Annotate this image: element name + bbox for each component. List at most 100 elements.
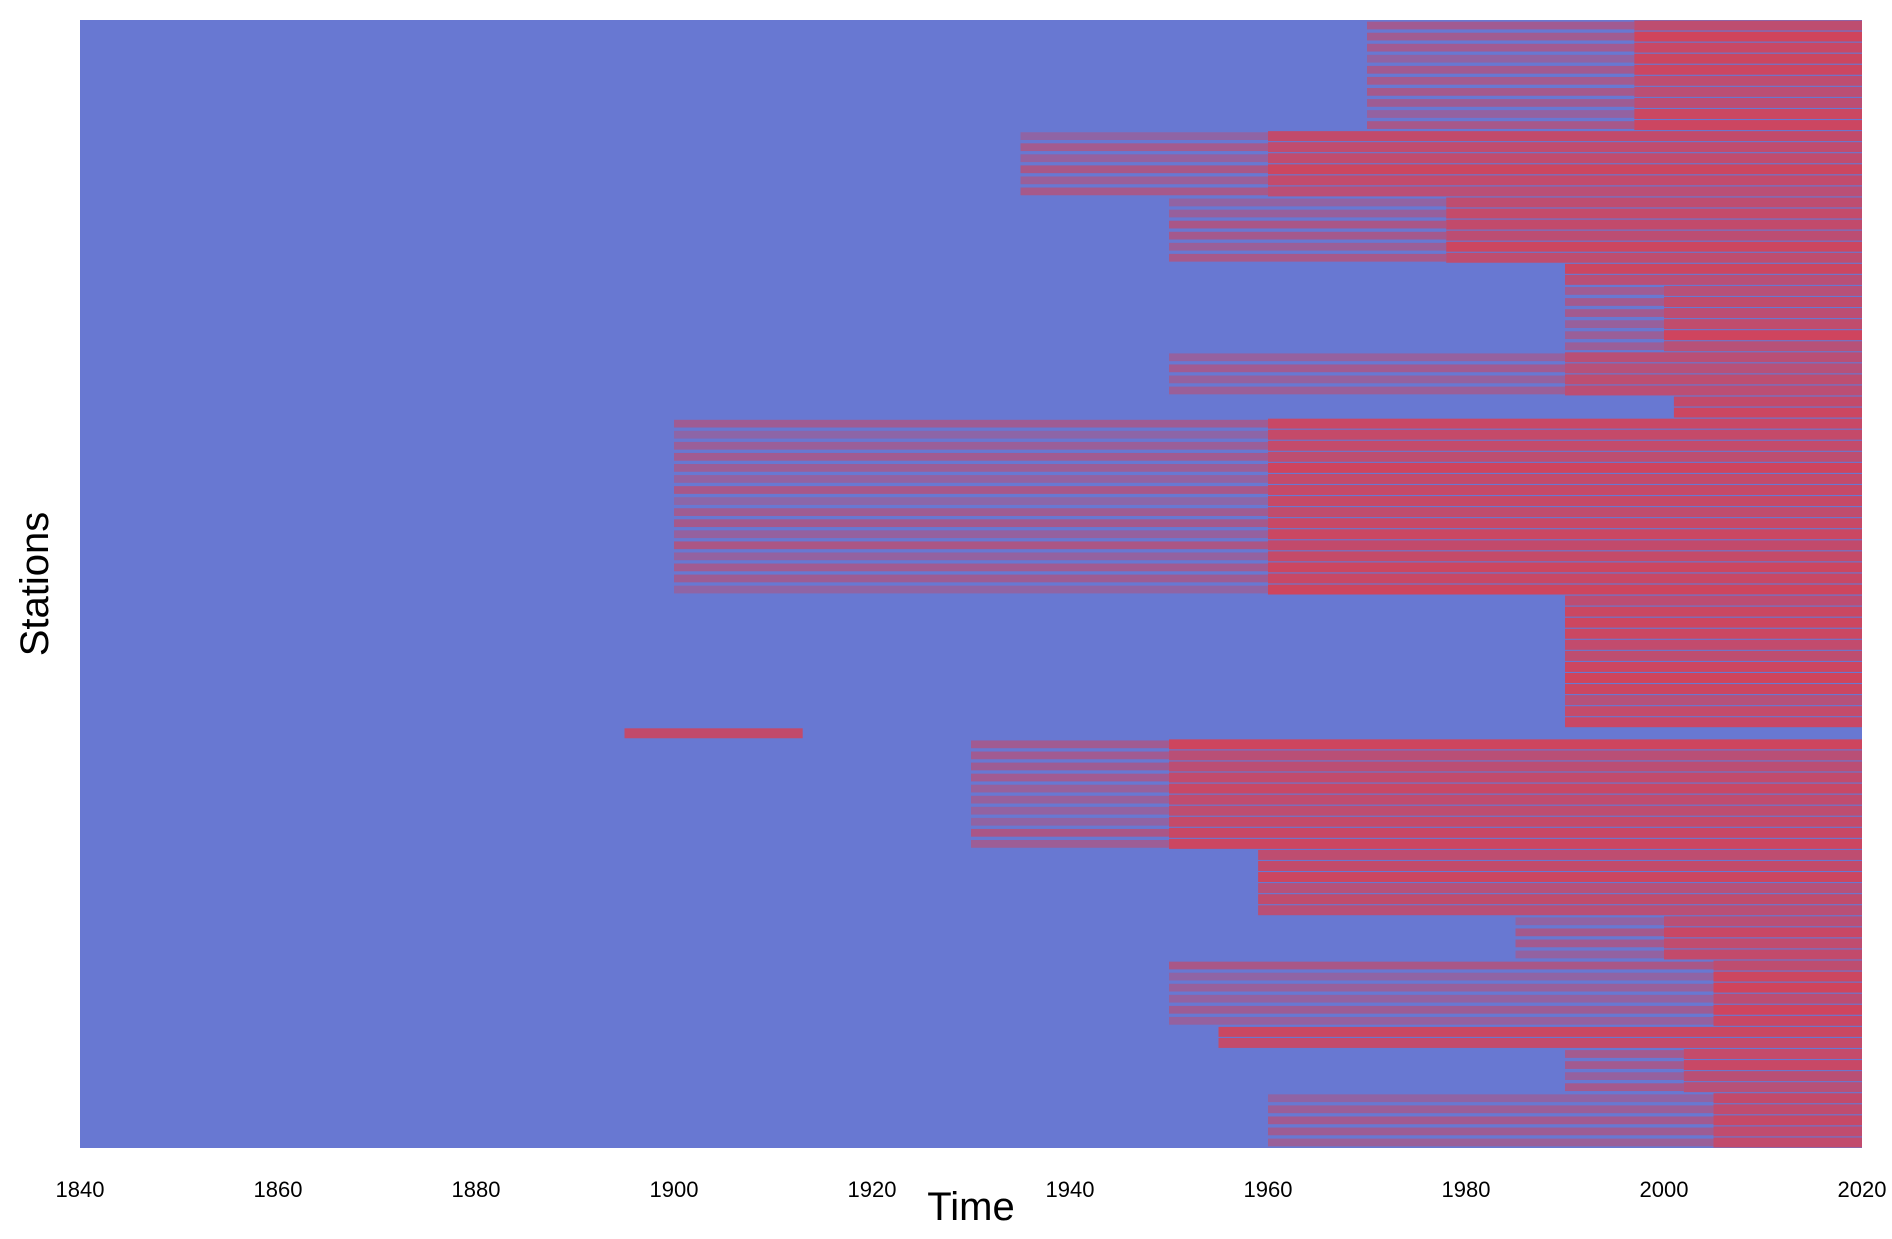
heatmap-cell (1169, 386, 1565, 395)
heatmap-cell (1169, 1005, 1714, 1014)
heatmap-cell (1713, 982, 1862, 993)
heatmap-cell (1268, 551, 1862, 562)
heatmap-cell (1515, 928, 1664, 937)
heatmap-cell (1565, 595, 1862, 606)
heatmap-cell (1169, 794, 1862, 805)
heatmap-cell (1367, 76, 1635, 85)
heatmap-cell (1565, 287, 1664, 295)
heatmap-cell (674, 563, 1268, 572)
heatmap-cell (1268, 485, 1862, 495)
heatmap-cell (1169, 827, 1862, 838)
heatmap-cell (1634, 75, 1862, 86)
heatmap-cell (1268, 1105, 1714, 1114)
x-tick-label: 1900 (650, 1177, 699, 1202)
heatmap-cell (1565, 650, 1862, 661)
heatmap-cell (1565, 374, 1862, 385)
heatmap-cell (1565, 695, 1862, 706)
heatmap-cell (1268, 462, 1862, 473)
heatmap-cell (674, 497, 1268, 505)
heatmap-cell (1673, 396, 1862, 407)
heatmap-cell (1634, 64, 1862, 75)
heatmap-cell (971, 762, 1169, 771)
heatmap-cell (674, 475, 1268, 483)
heatmap-cell (1268, 175, 1862, 186)
heatmap-cell (1268, 440, 1862, 451)
heatmap-cell (674, 452, 1268, 461)
heatmap-cell (1683, 1049, 1862, 1059)
heatmap-cell (1258, 894, 1862, 905)
heatmap-cell (1664, 330, 1862, 341)
heatmap-cell (1268, 529, 1862, 540)
heatmap-cell (1713, 1137, 1862, 1148)
heatmap-cell (1268, 584, 1862, 595)
heatmap-cell (971, 784, 1169, 793)
heatmap-cell (1565, 298, 1664, 306)
heatmap-cell (1713, 971, 1862, 982)
heatmap-cell (1268, 507, 1862, 518)
x-tick-label: 1920 (848, 1177, 897, 1202)
heatmap-cell (624, 728, 803, 739)
heatmap-cell (1169, 353, 1565, 362)
heatmap-cell (1713, 1004, 1862, 1015)
heatmap-cell (1169, 1016, 1714, 1025)
x-tick-label: 1880 (452, 1177, 501, 1202)
heatmap-cell (1664, 285, 1862, 296)
heatmap-cell (1713, 1015, 1862, 1026)
heatmap-cell (1020, 154, 1268, 163)
heatmap-cell (1367, 65, 1635, 74)
heatmap-cell (1683, 1060, 1862, 1071)
x-tick-label: 2020 (1838, 1177, 1887, 1202)
heatmap-cell (1169, 242, 1447, 251)
heatmap-cell (1446, 208, 1862, 219)
heatmap-cell (1020, 132, 1268, 140)
heatmap-cell (1020, 187, 1268, 196)
heatmap-cell (1713, 960, 1862, 971)
heatmap-cell (1268, 1116, 1714, 1125)
heatmap-cell (1169, 761, 1862, 772)
heatmap-cell (1634, 42, 1862, 53)
heatmap-cell (1218, 1026, 1862, 1037)
heatmap-cell (1169, 375, 1565, 384)
heatmap-cell (1367, 21, 1635, 30)
heatmap-cell (1565, 263, 1862, 274)
heatmap-cell (971, 828, 1169, 837)
heatmap-cell (1634, 120, 1862, 131)
heatmap-cell (1446, 230, 1862, 241)
heatmap-cell (971, 795, 1169, 804)
heatmap-cell (1367, 32, 1635, 41)
heatmap-background (80, 20, 1862, 1148)
heatmap-cell (1664, 938, 1862, 949)
heatmap-cell (1367, 110, 1635, 118)
heatmap-cell (1634, 109, 1862, 119)
heatmap-cell (1169, 739, 1862, 750)
heatmap-cell (1565, 717, 1862, 728)
heatmap-cell (1664, 308, 1862, 319)
heatmap-cell (1258, 849, 1862, 860)
heatmap-cell (1169, 816, 1862, 827)
heatmap-cell (1565, 606, 1862, 617)
heatmap-cell (1169, 220, 1447, 229)
heatmap-cell (1169, 972, 1714, 981)
x-tick-label: 1840 (56, 1177, 105, 1202)
heatmap-cell (1367, 121, 1635, 129)
heatmap-cell (1169, 772, 1862, 783)
heatmap-cell (1268, 473, 1862, 484)
heatmap-cell (1169, 750, 1862, 761)
heatmap-cell (1367, 99, 1635, 107)
heatmap-cell (1258, 905, 1862, 916)
heatmap-cell (1565, 1072, 1684, 1080)
heatmap-cell (1565, 331, 1664, 340)
heatmap-cell (1565, 352, 1862, 363)
heatmap-cell (1169, 783, 1862, 794)
heatmap-cell (1713, 993, 1862, 1004)
heatmap-cell (1268, 418, 1862, 429)
heatmap-cell (1713, 1104, 1862, 1115)
heatmap-cell (674, 508, 1268, 516)
heatmap-cell (1565, 1050, 1684, 1058)
heatmap-cell (1565, 385, 1862, 396)
heatmap-cell (1515, 950, 1664, 959)
heatmap-cell (1664, 927, 1862, 938)
heatmap-cell (1634, 86, 1862, 97)
heatmap-cell (1268, 1127, 1714, 1136)
